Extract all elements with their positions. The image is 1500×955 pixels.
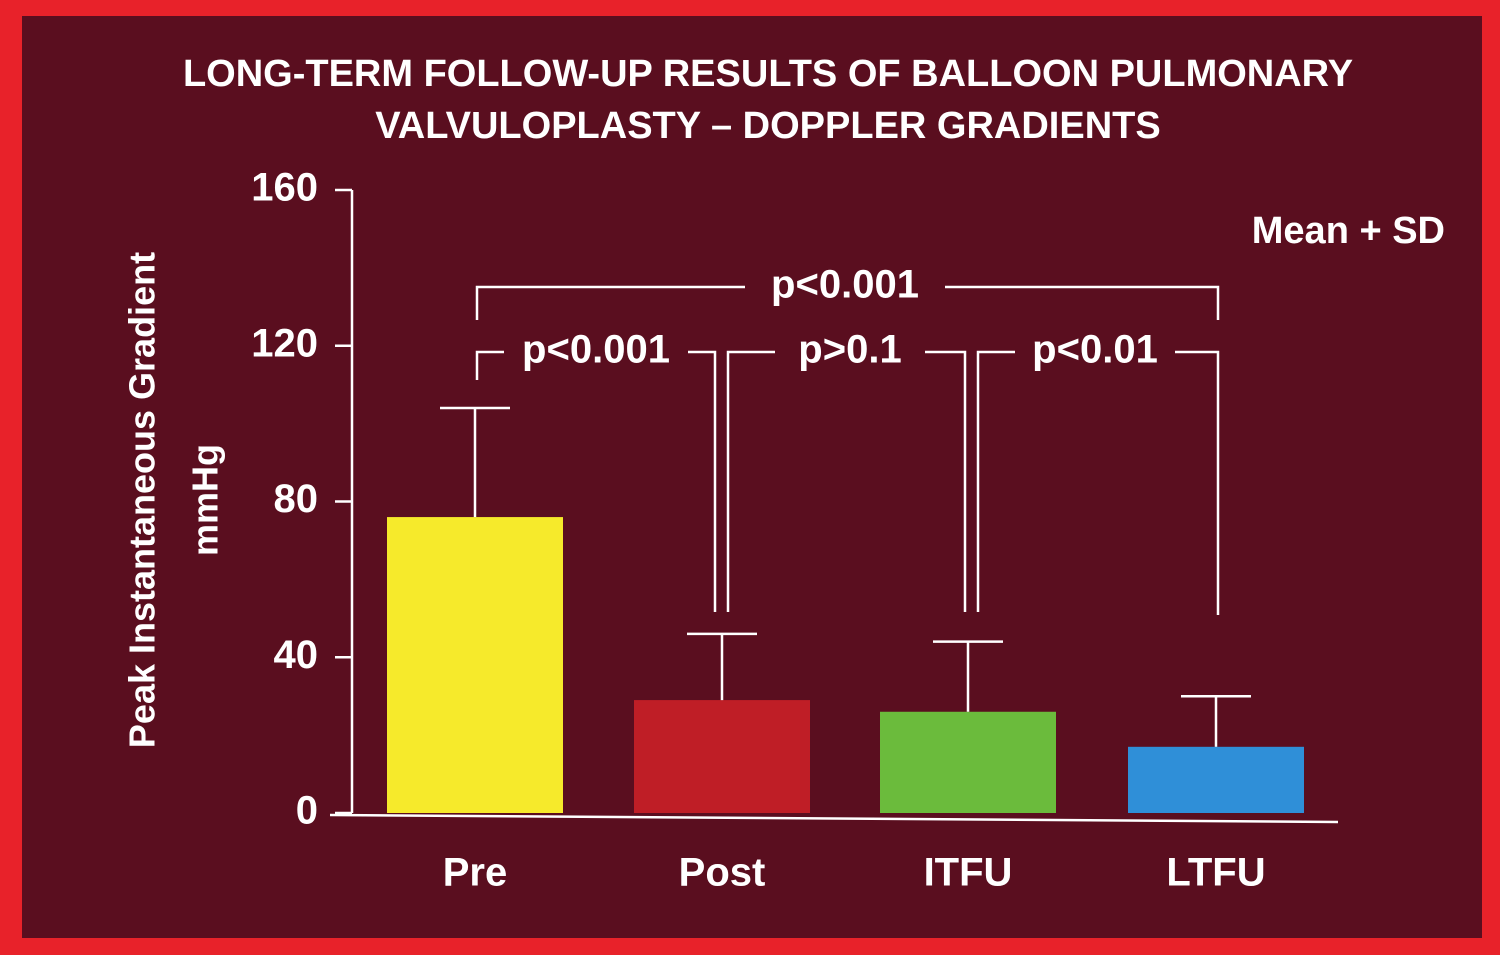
chart-title: VALVULOPLASTY – DOPPLER GRADIENTS	[375, 105, 1160, 147]
bracket	[475, 350, 504, 380]
y-tick-label: 0	[296, 789, 318, 833]
bracket	[976, 350, 1015, 612]
p-value: p<0.001	[522, 328, 670, 372]
x-tick-label: Post	[679, 851, 766, 895]
y-tick-label: 160	[251, 166, 318, 210]
p-value: p>0.1	[798, 328, 901, 372]
p-value: p<0.001	[771, 263, 919, 307]
bracket	[945, 285, 1220, 320]
bracket	[726, 350, 775, 612]
x-tick-label: ITFU	[924, 851, 1013, 895]
note: Mean + SD	[1252, 210, 1445, 252]
bracket	[475, 285, 745, 320]
y-tick-label: 80	[274, 477, 319, 521]
bracket	[688, 350, 717, 612]
bracket	[925, 350, 967, 612]
y-axis-label: Peak Instantaneous Gradient	[122, 252, 163, 748]
y-tick-label: 120	[251, 321, 318, 365]
y-axis-label: mmHg	[185, 444, 226, 556]
x-tick-label: Pre	[443, 851, 508, 895]
bar	[634, 700, 810, 813]
chart-title: LONG-TERM FOLLOW-UP RESULTS OF BALLOON P…	[183, 53, 1353, 95]
bracket	[1175, 350, 1220, 615]
x-axis	[329, 813, 1339, 824]
y-tick-label: 40	[274, 633, 319, 677]
p-value: p<0.01	[1032, 328, 1158, 372]
bar	[387, 517, 563, 813]
bar	[1128, 746, 1304, 813]
bar	[880, 711, 1056, 813]
x-tick-label: LTFU	[1166, 851, 1265, 895]
